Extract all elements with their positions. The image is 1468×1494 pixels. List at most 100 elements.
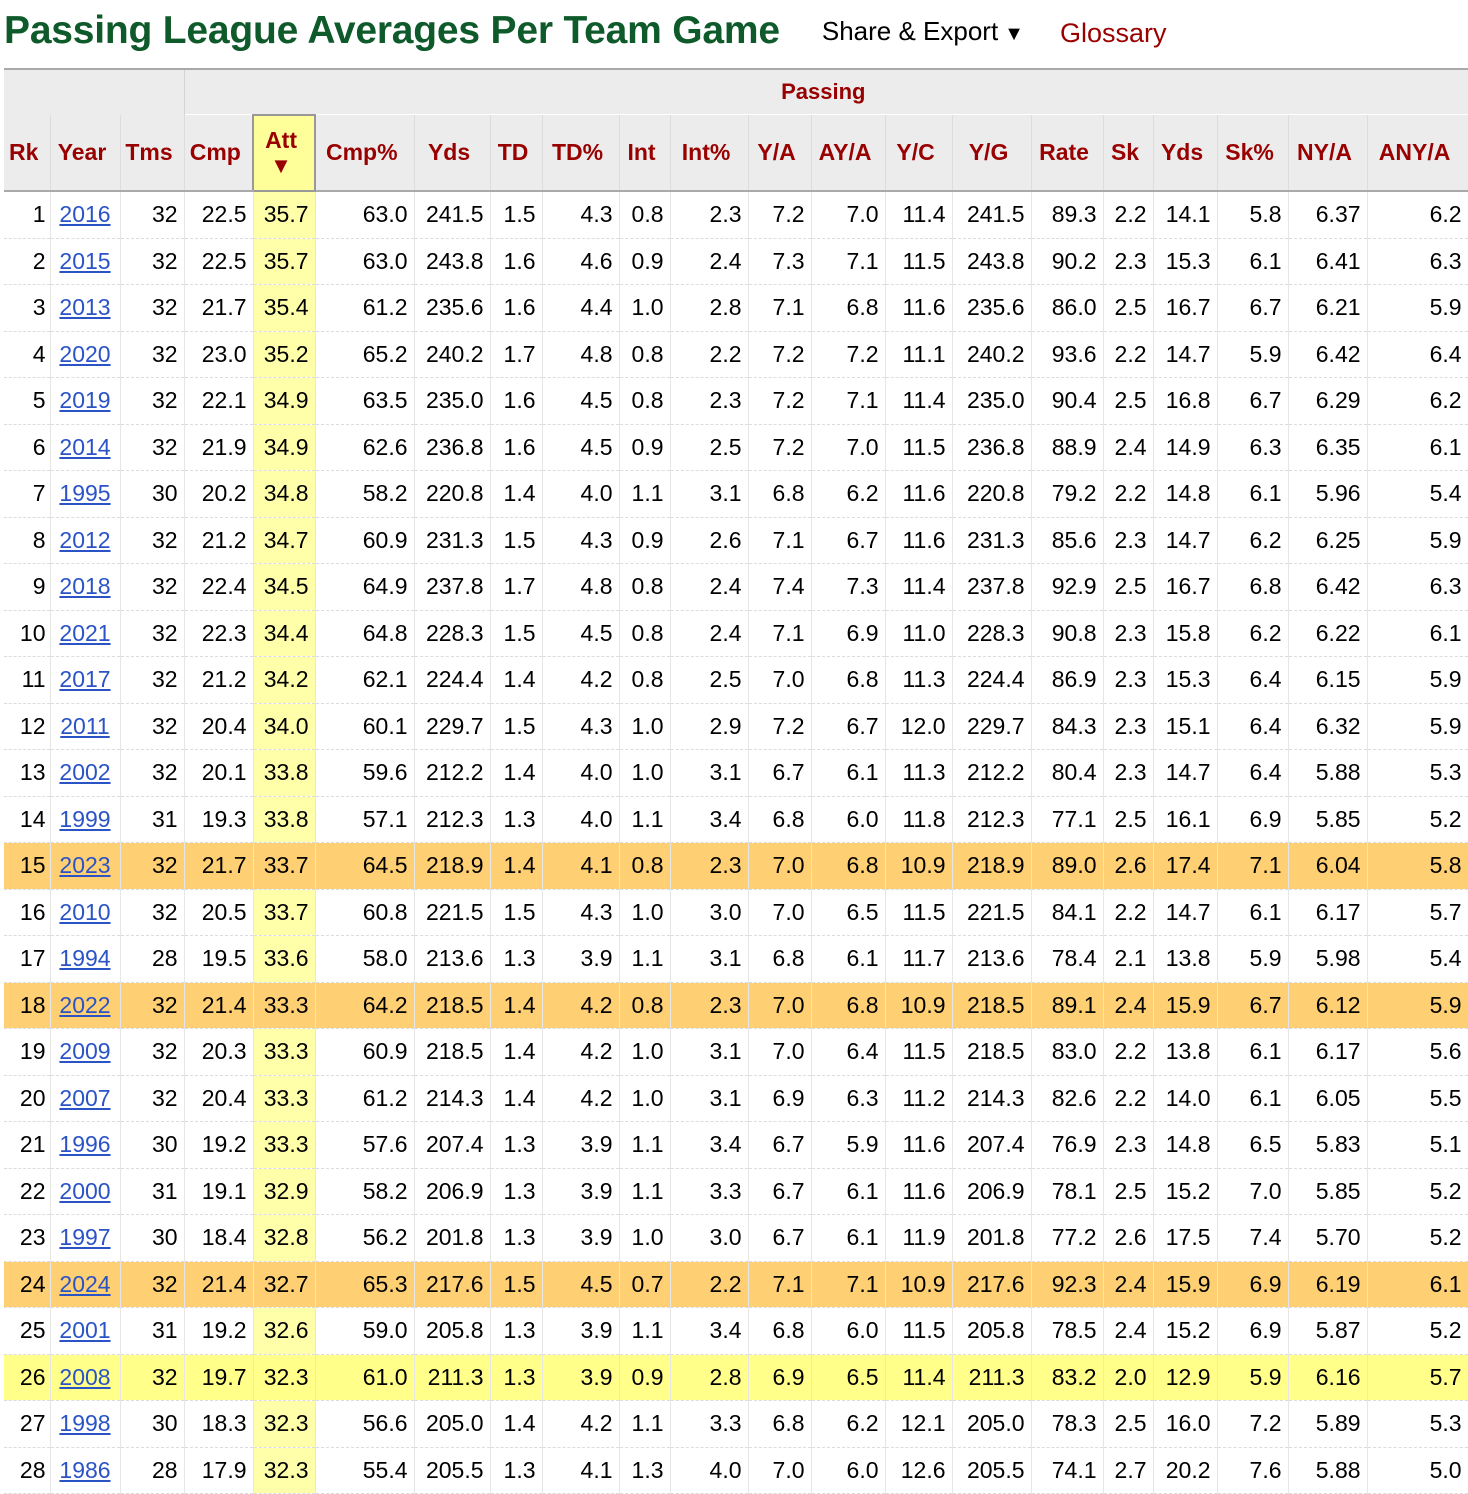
column-header-int-pct[interactable]: Int% bbox=[670, 115, 749, 192]
year-link[interactable]: 2012 bbox=[59, 526, 111, 553]
year-link[interactable]: 1996 bbox=[59, 1131, 111, 1158]
column-header-td-pct[interactable]: TD% bbox=[542, 115, 620, 192]
year-link[interactable]: 2023 bbox=[59, 852, 111, 879]
cell-cmp: 21.2 bbox=[184, 517, 254, 564]
cell-cmp-pct: 56.2 bbox=[315, 1214, 415, 1262]
year-link[interactable]: 2002 bbox=[59, 759, 111, 786]
year-link[interactable]: 2017 bbox=[59, 666, 111, 693]
column-header-sk-pct[interactable]: Sk% bbox=[1217, 115, 1289, 192]
cell-y-per-g: 231.3 bbox=[952, 517, 1032, 564]
cell-year: 2015 bbox=[50, 238, 121, 285]
column-header-ny-per-a[interactable]: NY/A bbox=[1288, 115, 1368, 192]
column-header-rk[interactable]: Rk bbox=[4, 115, 51, 192]
column-header-y-per-c[interactable]: Y/C bbox=[885, 115, 953, 192]
year-link[interactable]: 2016 bbox=[59, 201, 111, 228]
year-link[interactable]: 1999 bbox=[59, 805, 111, 832]
cell-sk-yds: 16.7 bbox=[1153, 284, 1218, 332]
column-header-td[interactable]: TD bbox=[490, 115, 543, 192]
column-header-cmp-pct[interactable]: Cmp% bbox=[315, 115, 415, 192]
table-row: 21 1996 30 19.2 33.3 57.6 207.4 1.3 3.9 1.1 3.4 6.7… bbox=[4, 1121, 1468, 1169]
table-row: 28 1986 28 17.9 32.3 55.4 205.5 1.3 4.1 1.3 4.0 7.0… bbox=[4, 1447, 1468, 1494]
year-link[interactable]: 2019 bbox=[59, 387, 111, 414]
table-row: 13 2002 32 20.1 33.8 59.6 212.2 1.4 4.0 1.0 3.1 6.7… bbox=[4, 749, 1468, 797]
cell-td: 1.5 bbox=[490, 1261, 543, 1308]
column-header-int[interactable]: Int bbox=[619, 115, 671, 192]
cell-y-per-a: 7.1 bbox=[748, 284, 812, 332]
year-link[interactable]: 2007 bbox=[59, 1084, 111, 1111]
year-link[interactable]: 1994 bbox=[59, 945, 111, 972]
year-link[interactable]: 1997 bbox=[59, 1224, 111, 1251]
cell-rate: 89.0 bbox=[1031, 842, 1104, 890]
column-header-tms[interactable]: Tms bbox=[120, 115, 185, 192]
column-header-att[interactable]: Att ▼ bbox=[252, 114, 317, 192]
cell-ny-per-a: 5.88 bbox=[1288, 749, 1368, 797]
year-link[interactable]: 2020 bbox=[59, 340, 111, 367]
column-header-year[interactable]: Year bbox=[50, 115, 121, 192]
cell-att: 32.6 bbox=[253, 1307, 316, 1355]
cell-yds: 211.3 bbox=[414, 1354, 491, 1401]
cell-ny-per-a: 5.83 bbox=[1288, 1121, 1368, 1169]
cell-rate: 78.5 bbox=[1031, 1307, 1104, 1355]
column-header-sk-yds[interactable]: Yds bbox=[1153, 115, 1218, 192]
cell-y-per-a: 7.0 bbox=[748, 656, 812, 704]
cell-sk: 2.5 bbox=[1103, 563, 1154, 611]
cell-rate: 86.9 bbox=[1031, 656, 1104, 704]
cell-tms: 32 bbox=[120, 331, 185, 378]
column-header-any-per-a[interactable]: ANY/A bbox=[1367, 115, 1468, 192]
cell-att: 34.8 bbox=[253, 470, 316, 518]
glossary-link[interactable]: Glossary bbox=[1059, 17, 1167, 48]
cell-int-pct: 3.4 bbox=[670, 1121, 749, 1169]
column-header-rate[interactable]: Rate bbox=[1031, 115, 1104, 192]
year-link[interactable]: 2014 bbox=[59, 433, 111, 460]
cell-att: 33.3 bbox=[253, 982, 316, 1029]
cell-ay-per-a: 7.2 bbox=[811, 331, 886, 378]
year-link[interactable]: 2001 bbox=[59, 1317, 111, 1344]
year-link[interactable]: 2024 bbox=[59, 1270, 111, 1297]
column-header-cmp[interactable]: Cmp bbox=[184, 115, 254, 192]
cell-rk: 4 bbox=[4, 331, 51, 378]
cell-int: 0.8 bbox=[619, 331, 671, 378]
cell-yds: 206.9 bbox=[414, 1168, 491, 1215]
cell-int-pct: 2.5 bbox=[670, 656, 749, 704]
cell-int-pct: 3.0 bbox=[670, 1214, 749, 1262]
year-link[interactable]: 2015 bbox=[59, 247, 111, 274]
year-link[interactable]: 1998 bbox=[59, 1410, 111, 1437]
cell-sk-yds: 16.0 bbox=[1153, 1400, 1218, 1448]
cell-sk-yds: 14.1 bbox=[1153, 191, 1218, 239]
year-link[interactable]: 2018 bbox=[59, 573, 111, 600]
year-link[interactable]: 2010 bbox=[59, 898, 111, 925]
cell-y-per-c: 11.6 bbox=[885, 517, 953, 564]
cell-y-per-a: 6.8 bbox=[748, 470, 812, 518]
cell-year: 1994 bbox=[50, 935, 121, 983]
cell-year: 2002 bbox=[50, 749, 121, 797]
year-link[interactable]: 2013 bbox=[59, 294, 111, 321]
chevron-down-icon: ▼ bbox=[1004, 22, 1024, 45]
cell-tms: 32 bbox=[120, 1075, 185, 1122]
column-header-y-per-g[interactable]: Y/G bbox=[952, 115, 1032, 192]
header-group-blank bbox=[4, 68, 185, 115]
year-link[interactable]: 2000 bbox=[59, 1177, 111, 1204]
year-link[interactable]: 2022 bbox=[59, 991, 111, 1018]
year-link[interactable]: 2008 bbox=[59, 1363, 111, 1390]
year-link[interactable]: 2009 bbox=[59, 1038, 111, 1065]
year-link[interactable]: 2021 bbox=[59, 619, 111, 646]
cell-rk: 5 bbox=[4, 377, 51, 425]
column-header-yds[interactable]: Yds bbox=[414, 115, 491, 192]
cell-year: 1995 bbox=[50, 470, 121, 518]
table-row: 19 2009 32 20.3 33.3 60.9 218.5 1.4 4.2 1.0 3.1 7.0… bbox=[4, 1028, 1468, 1076]
cell-y-per-c: 11.3 bbox=[885, 749, 953, 797]
cell-any-per-a: 5.6 bbox=[1367, 1028, 1468, 1076]
cell-td: 1.4 bbox=[490, 656, 543, 704]
cell-tms: 31 bbox=[120, 796, 185, 843]
cell-ay-per-a: 6.5 bbox=[811, 1354, 886, 1401]
column-header-ay-per-a[interactable]: AY/A bbox=[811, 115, 886, 192]
year-link[interactable]: 1995 bbox=[59, 480, 111, 507]
cell-sk: 2.2 bbox=[1103, 889, 1154, 936]
cell-cmp: 21.2 bbox=[184, 656, 254, 704]
year-link[interactable]: 2011 bbox=[60, 712, 110, 739]
cell-any-per-a: 6.3 bbox=[1367, 563, 1468, 611]
column-header-y-per-a[interactable]: Y/A bbox=[748, 115, 812, 192]
column-header-sk[interactable]: Sk bbox=[1103, 115, 1154, 192]
year-link[interactable]: 1986 bbox=[59, 1456, 111, 1483]
share-export-menu[interactable]: Share & Export ▼ bbox=[822, 16, 1024, 47]
